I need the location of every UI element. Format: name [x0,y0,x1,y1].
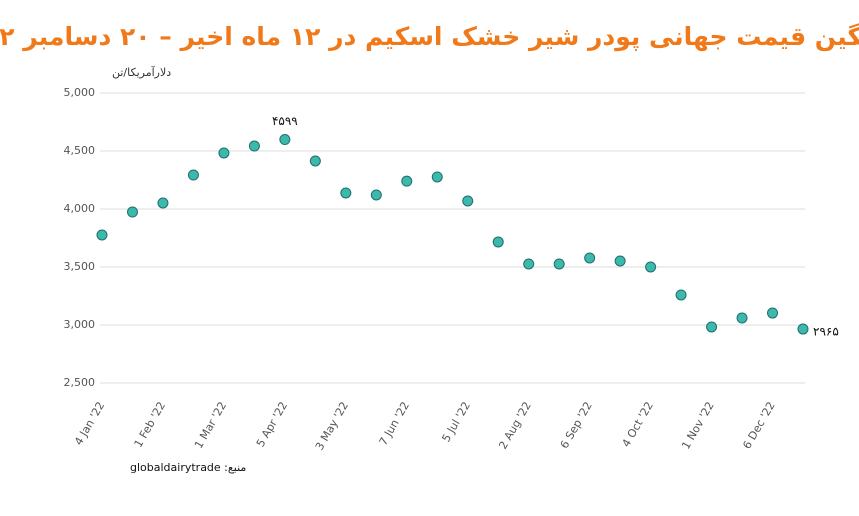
x-tick-label: 6 Sep '22 [558,400,595,451]
x-tick-label: 5 Apr '22 [254,400,290,450]
data-label: ۲۹۶۵ [813,325,839,339]
point [584,252,596,264]
chart-title: میانگین قیمت جهانی پودر شیر خشک اسکیم در… [0,22,859,52]
x-tick-label: 1 Mar '22 [192,400,229,451]
point [523,258,535,270]
point [370,189,382,201]
point [553,258,565,270]
point [309,155,321,167]
data-label: ۴۵۹۹ [272,114,298,128]
point [248,140,260,152]
point [797,323,809,335]
point [96,229,108,241]
x-tick-label: 5 Jul '22 [440,400,473,445]
point [157,197,169,209]
y-tick-label: 4,500 [64,144,96,157]
x-tick-label: 2 Aug '22 [496,400,534,452]
point [401,175,413,187]
point [767,307,779,319]
y-tick-label: 3,000 [64,318,96,331]
y-tick-label: 2,500 [64,376,96,389]
y-axis-label: دلارآمریکا/تن [112,65,171,79]
point [645,261,657,273]
point [218,147,230,159]
y-tick-label: 5,000 [64,86,96,99]
x-tick-label: 7 Jun '22 [377,400,412,448]
source: منبع: globaldairytrade [130,461,246,474]
point [706,321,718,333]
x-tick-label: 4 Oct '22 [620,400,656,450]
point [126,206,138,218]
point [614,255,626,267]
point [431,171,443,183]
x-tick-label: 1 Nov '22 [679,400,717,452]
point [675,289,687,301]
x-tick-label: 4 Jan '22 [72,400,107,448]
point [492,236,504,248]
y-tick-label: 4,000 [64,202,96,215]
point [279,134,291,146]
y-tick-label: 3,500 [64,260,96,273]
point [462,195,474,207]
x-tick-label: 6 Dec '22 [740,400,777,452]
point [187,169,199,181]
point [736,312,748,324]
x-tick-label: 1 Feb '22 [132,400,169,450]
point [340,187,352,199]
x-tick-label: 3 May '22 [313,400,351,453]
